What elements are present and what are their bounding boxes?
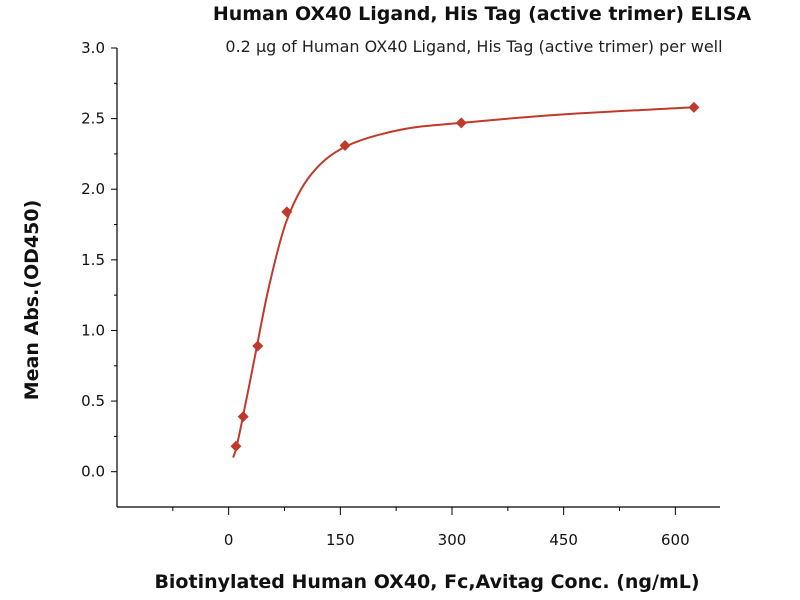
x-tick-label: 0	[224, 531, 234, 549]
y-tick-label: 1.0	[81, 321, 105, 339]
x-tick-label: 150	[326, 531, 355, 549]
data-point	[230, 440, 242, 452]
x-ticks: 0 150 300 450 600	[172, 507, 690, 549]
fit-curve	[232, 106, 694, 458]
x-axis-label: Biotinylated Human OX40, Fc,Avitag Conc.…	[154, 571, 699, 593]
data-point	[339, 139, 351, 151]
y-axis-label: Mean Abs.(OD450)	[21, 200, 43, 401]
data-point	[455, 117, 467, 129]
axes: 0.0 0.5 1.0 1.5 2.0 2.5 3.0 0 150 300 450 600	[81, 39, 720, 549]
y-tick-label: 2.0	[81, 180, 105, 198]
data-points	[230, 101, 700, 452]
data-point	[252, 340, 264, 352]
y-tick-label: 0.0	[81, 463, 105, 481]
data-point	[237, 411, 249, 423]
data-point	[281, 206, 293, 218]
chart-subtitle: 0.2 μg of Human OX40 Ligand, His Tag (ac…	[225, 37, 722, 56]
data-point	[688, 101, 700, 113]
y-tick-label: 0.5	[81, 392, 105, 410]
y-tick-label: 3.0	[81, 39, 105, 57]
x-tick-label: 300	[438, 531, 467, 549]
chart-title: Human OX40 Ligand, His Tag (active trime…	[213, 3, 752, 25]
y-tick-label: 2.5	[81, 110, 105, 128]
y-tick-label: 1.5	[81, 251, 105, 269]
x-tick-label: 450	[549, 531, 578, 549]
x-tick-label: 600	[661, 531, 690, 549]
y-ticks: 0.0 0.5 1.0 1.5 2.0 2.5 3.0	[81, 39, 117, 481]
